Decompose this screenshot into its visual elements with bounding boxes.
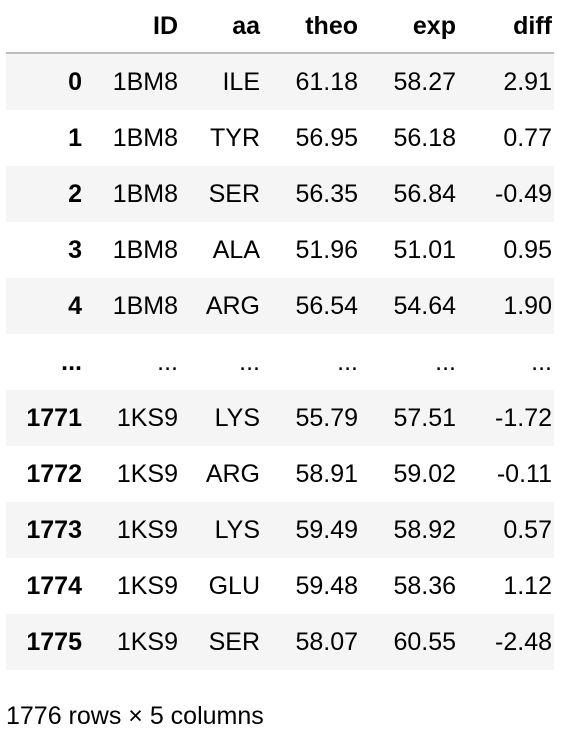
cell-diff: 2.91 xyxy=(503,67,552,96)
cell-diff: 1.90 xyxy=(503,291,552,320)
cell-exp: 54.64 xyxy=(393,291,456,320)
cell-diff: -0.49 xyxy=(495,179,552,208)
table-row: 1775 1KS9 SER 58.07 60.55 -2.48 xyxy=(6,614,554,670)
cell-theo: 61.18 xyxy=(295,67,358,96)
table-row: 1772 1KS9 ARG 58.91 59.02 -0.11 xyxy=(6,446,554,502)
table-row: 1774 1KS9 GLU 59.48 58.36 1.12 xyxy=(6,558,554,614)
header-aa: aa xyxy=(180,0,262,54)
cell-diff: -1.72 xyxy=(495,403,552,432)
table-row: 1771 1KS9 LYS 55.79 57.51 -1.72 xyxy=(6,390,554,446)
cell-theo: ... xyxy=(337,347,358,376)
table-body: 0 1BM8 ILE 61.18 58.27 2.91 1 1BM8 TYR 5… xyxy=(6,53,554,670)
cell-aa: SER xyxy=(208,179,260,208)
cell-aa: ... xyxy=(239,347,260,376)
cell-id: 1BM8 xyxy=(112,235,178,264)
cell-id: 1KS9 xyxy=(116,459,178,488)
header-row: ID aa theo exp diff xyxy=(6,0,554,54)
cell-aa: TYR xyxy=(210,123,260,152)
cell-theo: 55.79 xyxy=(295,403,358,432)
table-row: 2 1BM8 SER 56.35 56.84 -0.49 xyxy=(6,166,554,222)
cell-theo: 58.07 xyxy=(295,627,358,656)
cell-diff: 0.57 xyxy=(503,515,552,544)
cell-exp: 57.51 xyxy=(393,403,456,432)
cell-id: 1BM8 xyxy=(112,67,178,96)
cell-exp: 58.36 xyxy=(393,571,456,600)
header-theo: theo xyxy=(262,0,360,54)
cell-id: 1BM8 xyxy=(112,179,178,208)
cell-diff: -2.48 xyxy=(495,627,552,656)
row-index: 1774 xyxy=(26,571,82,600)
cell-exp: ... xyxy=(435,347,456,376)
cell-theo: 59.48 xyxy=(295,571,358,600)
cell-aa: LYS xyxy=(214,515,260,544)
cell-exp: 59.02 xyxy=(393,459,456,488)
cell-id: 1BM8 xyxy=(112,291,178,320)
cell-id: 1BM8 xyxy=(112,123,178,152)
cell-exp: 58.27 xyxy=(393,67,456,96)
table-row: 4 1BM8 ARG 56.54 54.64 1.90 xyxy=(6,278,554,334)
cell-aa: ILE xyxy=(222,67,260,96)
cell-exp: 58.92 xyxy=(393,515,456,544)
cell-aa: ALA xyxy=(212,235,260,264)
cell-theo: 56.54 xyxy=(295,291,358,320)
cell-diff: 1.12 xyxy=(503,571,552,600)
cell-aa: ARG xyxy=(205,291,260,320)
header-index xyxy=(6,0,84,54)
table-header: ID aa theo exp diff xyxy=(6,0,554,54)
row-index: 1773 xyxy=(26,515,82,544)
dataframe-table: ID aa theo exp diff 0 1BM8 ILE 61.18 58.… xyxy=(6,0,554,670)
cell-diff: 0.77 xyxy=(503,123,552,152)
cell-aa: LYS xyxy=(214,403,260,432)
cell-aa: SER xyxy=(208,627,260,656)
cell-diff: ... xyxy=(531,347,552,376)
row-index: 1 xyxy=(68,123,82,152)
cell-aa: GLU xyxy=(208,571,260,600)
row-index: 4 xyxy=(68,291,82,320)
row-index: 1771 xyxy=(26,403,82,432)
cell-id: 1KS9 xyxy=(116,515,178,544)
row-index: ... xyxy=(61,347,82,376)
table-row-ellipsis: ... ... ... ... ... ... xyxy=(6,334,554,390)
cell-theo: 56.95 xyxy=(295,123,358,152)
row-index: 0 xyxy=(68,67,82,96)
cell-id: 1KS9 xyxy=(116,627,178,656)
header-id: ID xyxy=(84,0,180,54)
cell-theo: 58.91 xyxy=(295,459,358,488)
cell-diff: 0.95 xyxy=(503,235,552,264)
cell-id: 1KS9 xyxy=(116,403,178,432)
cell-theo: 59.49 xyxy=(295,515,358,544)
cell-exp: 60.55 xyxy=(393,627,456,656)
row-index: 3 xyxy=(68,235,82,264)
table-row: 3 1BM8 ALA 51.96 51.01 0.95 xyxy=(6,222,554,278)
cell-theo: 51.96 xyxy=(295,235,358,264)
header-exp: exp xyxy=(360,0,458,54)
header-diff: diff xyxy=(458,0,554,54)
cell-aa: ARG xyxy=(205,459,260,488)
table-row: 0 1BM8 ILE 61.18 58.27 2.91 xyxy=(6,53,554,110)
row-index: 1775 xyxy=(26,627,82,656)
row-index: 1772 xyxy=(26,459,82,488)
cell-exp: 56.18 xyxy=(393,123,456,152)
cell-theo: 56.35 xyxy=(295,179,358,208)
table-row: 1 1BM8 TYR 56.95 56.18 0.77 xyxy=(6,110,554,166)
cell-exp: 51.01 xyxy=(393,235,456,264)
table-row: 1773 1KS9 LYS 59.49 58.92 0.57 xyxy=(6,502,554,558)
cell-exp: 56.84 xyxy=(393,179,456,208)
cell-id: 1KS9 xyxy=(116,571,178,600)
dataframe-shape-footer: 1776 rows × 5 columns xyxy=(6,702,264,730)
cell-id: ... xyxy=(157,347,178,376)
row-index: 2 xyxy=(68,179,82,208)
cell-diff: -0.11 xyxy=(496,459,552,488)
